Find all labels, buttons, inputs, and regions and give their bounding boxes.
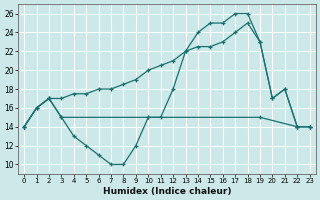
X-axis label: Humidex (Indice chaleur): Humidex (Indice chaleur) (103, 187, 231, 196)
